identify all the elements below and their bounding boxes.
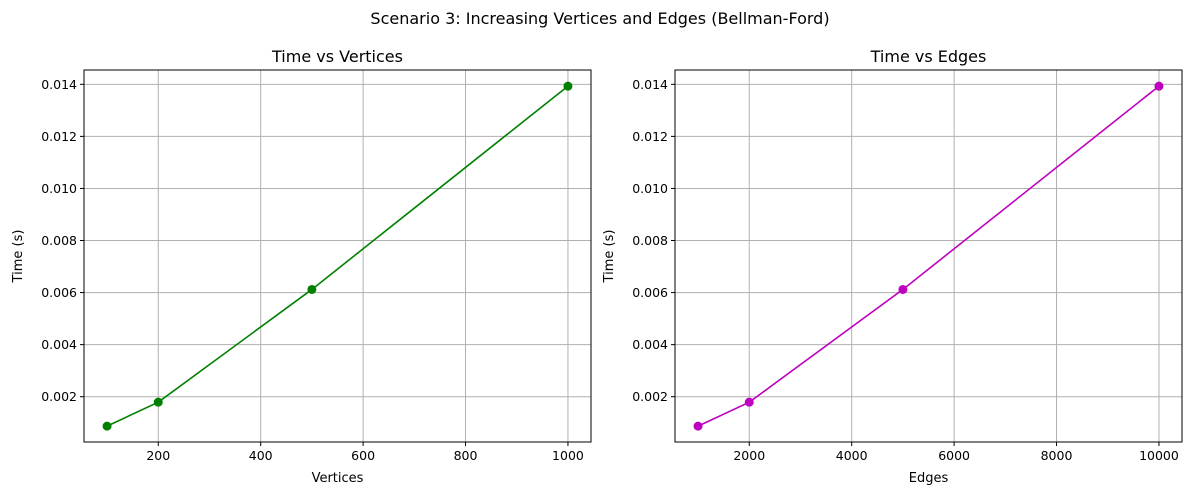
data-point-marker	[744, 397, 754, 407]
y-tick-label: 0.010	[41, 181, 77, 196]
x-tick-label: 200	[146, 448, 170, 463]
subplot-title: Time vs Edges	[870, 47, 987, 66]
axes-frame	[83, 69, 592, 443]
series-line	[106, 85, 569, 427]
y-tick-label: 0.006	[41, 285, 77, 300]
y-tick-label: 0.012	[632, 129, 668, 144]
x-tick-label: 2000	[733, 448, 765, 463]
axes-frame	[674, 69, 1183, 443]
data-point-marker	[563, 81, 573, 91]
x-tick-label: 4000	[836, 448, 868, 463]
y-tick-label: 0.010	[632, 181, 668, 196]
y-tick-label: 0.008	[632, 233, 668, 248]
y-tick-label: 0.006	[632, 285, 668, 300]
y-tick-label: 0.014	[41, 77, 77, 92]
y-tick-label: 0.002	[41, 389, 77, 404]
x-tick-label: 600	[351, 448, 375, 463]
y-tick-label: 0.004	[41, 337, 77, 352]
subplot-title: Time vs Vertices	[271, 47, 403, 66]
data-point-marker	[1154, 81, 1164, 91]
data-point-marker	[102, 421, 112, 431]
x-tick-label: 400	[249, 448, 273, 463]
data-point-marker	[898, 284, 908, 294]
x-axis-label: Edges	[909, 471, 949, 486]
y-tick-label: 0.008	[41, 233, 77, 248]
data-point-marker	[693, 421, 703, 431]
y-axis-label: Time (s)	[11, 230, 26, 284]
figure-suptitle: Scenario 3: Increasing Vertices and Edge…	[370, 9, 829, 28]
x-tick-label: 8000	[1041, 448, 1073, 463]
subplot-time-vs-vertices: 200 400 600 800 1000 0.002 0.004 0.006 0.008 0.01…	[11, 47, 592, 486]
x-tick-label: 800	[454, 448, 478, 463]
x-axis-label: Vertices	[312, 471, 364, 486]
y-tick-label: 0.012	[41, 129, 77, 144]
data-point-marker	[153, 397, 163, 407]
x-tick-label: 10000	[1139, 448, 1179, 463]
series-line	[697, 85, 1160, 427]
y-tick-label: 0.014	[632, 77, 668, 92]
x-tick-label: 1000	[552, 448, 584, 463]
y-axis-label: Time (s)	[602, 230, 617, 284]
x-tick-label: 6000	[938, 448, 970, 463]
y-tick-label: 0.004	[632, 337, 668, 352]
data-point-marker	[307, 284, 317, 294]
y-tick-label: 0.002	[632, 389, 668, 404]
subplot-time-vs-edges: 2000 4000 6000 8000 10000 0.002 0.004 0.006 0.00…	[602, 47, 1183, 486]
